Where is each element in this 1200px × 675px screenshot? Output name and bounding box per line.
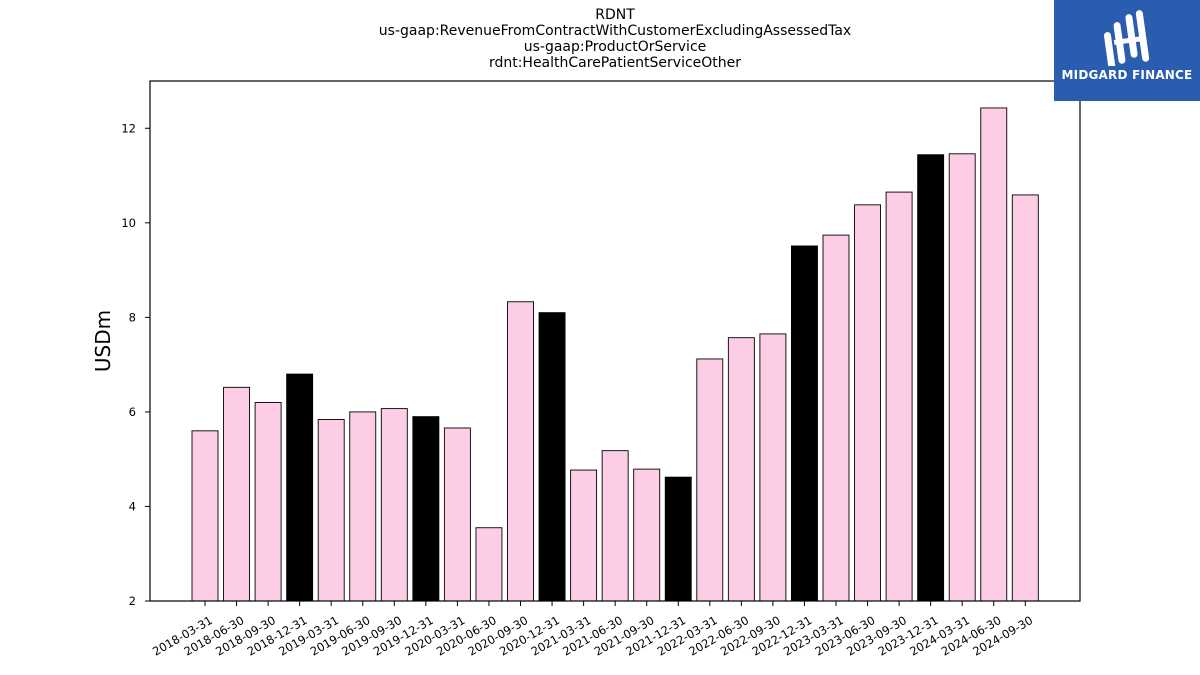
bar-2019-12-31 xyxy=(412,416,440,602)
bar-2023-09-30 xyxy=(885,191,913,602)
bar-2023-03-31 xyxy=(822,234,850,602)
bars-group xyxy=(191,107,1039,602)
y-tick-label: 10 xyxy=(121,216,136,230)
y-tick-label: 6 xyxy=(129,405,136,419)
logo-text: MIDGARD FINANCE xyxy=(1061,68,1193,82)
bar-2018-06-30 xyxy=(223,386,251,602)
y-tick-label: 12 xyxy=(121,121,136,135)
bar-2022-06-30 xyxy=(727,337,755,602)
chart-title-line-3: us-gaap:ProductOrService xyxy=(523,39,707,55)
bar-2021-09-30 xyxy=(633,468,661,602)
bar-2019-06-30 xyxy=(349,411,377,602)
bar-2021-12-31 xyxy=(664,476,692,602)
bar-2023-12-31 xyxy=(917,154,945,602)
y-tick-label: 8 xyxy=(129,310,136,324)
bar-2020-12-31 xyxy=(538,312,566,602)
midgard-logo-icon xyxy=(1103,10,1150,66)
bar-2022-09-30 xyxy=(759,333,787,602)
chart-title-line-1: RDNT xyxy=(595,7,635,23)
y-axis: 2 4 6 8 10 12 xyxy=(121,121,150,608)
chart-title-line-4: rdnt:HealthCarePatientServiceOther xyxy=(488,55,742,71)
chart-title-line-2: us-gaap:RevenueFromContractWithCustomerE… xyxy=(378,23,852,39)
bar-2020-03-31 xyxy=(443,427,471,602)
x-axis: 2018-03-312018-06-302018-09-302018-12-31… xyxy=(150,601,1035,659)
plot-frame xyxy=(149,80,1081,602)
bar-2024-06-30 xyxy=(980,107,1008,602)
y-axis-label: USDm xyxy=(91,310,115,372)
bar-2018-12-31 xyxy=(286,373,314,602)
bar-2021-03-31 xyxy=(570,469,598,602)
midgard-finance-logo: MIDGARD FINANCE xyxy=(1054,0,1200,101)
bar-2020-06-30 xyxy=(475,527,503,602)
bar-2022-12-31 xyxy=(791,245,818,602)
y-tick-label: 4 xyxy=(129,499,136,513)
bar-2019-09-30 xyxy=(380,408,408,602)
y-tick-label: 2 xyxy=(129,594,136,608)
bar-2024-03-31 xyxy=(948,153,976,602)
bar-2021-06-30 xyxy=(601,450,629,602)
bar-2020-09-30 xyxy=(507,301,534,602)
bar-2024-09-30 xyxy=(1011,194,1039,602)
bar-2018-03-31 xyxy=(191,430,219,602)
bar-2018-09-30 xyxy=(254,402,282,602)
bar-2019-03-31 xyxy=(317,419,345,602)
bar-2023-06-30 xyxy=(854,204,881,602)
bar-2022-03-31 xyxy=(696,358,724,602)
